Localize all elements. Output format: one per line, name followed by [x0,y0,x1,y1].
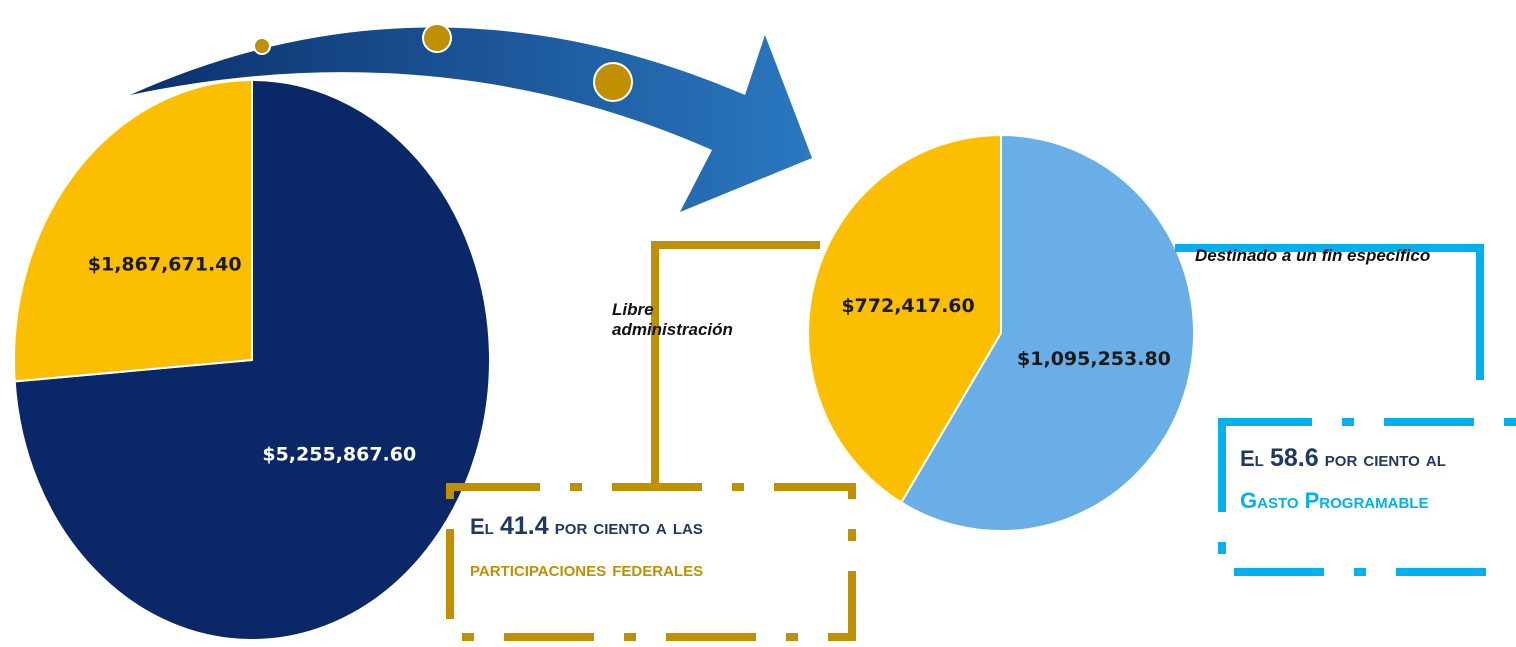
dot [253,37,271,55]
note: Destinado a un fin específico [1195,246,1431,265]
text: El [470,514,494,539]
text: 58.6 [1269,444,1319,472]
box-frame [1218,418,1516,576]
text: 41.4 [499,512,549,540]
data-label: $772,417.60 [841,295,974,317]
data-label: $5,255,867.60 [262,444,416,466]
dot [593,62,633,102]
pie-slice [899,133,1195,532]
box-text: El 41.4 por ciento a las participaciones… [470,505,840,590]
text: El [1240,446,1264,471]
data-label: $1,095,253.80 [1017,348,1171,370]
dot [422,23,452,53]
arrow [130,27,812,212]
highlight: Gasto Programable [1240,488,1429,513]
text: por ciento a las [554,514,703,539]
text: por ciento al [1324,446,1446,471]
connector [651,241,820,485]
data-label: $1,867,671.40 [88,253,242,275]
highlight: participaciones federales [470,556,704,581]
connector [1175,244,1484,380]
box-text: El 58.6 por ciento al Gasto Programable [1240,437,1516,522]
box-frame [446,483,856,641]
pie-slice [13,78,253,383]
note: Libre administración [612,300,733,339]
pie-slice [807,133,1002,504]
